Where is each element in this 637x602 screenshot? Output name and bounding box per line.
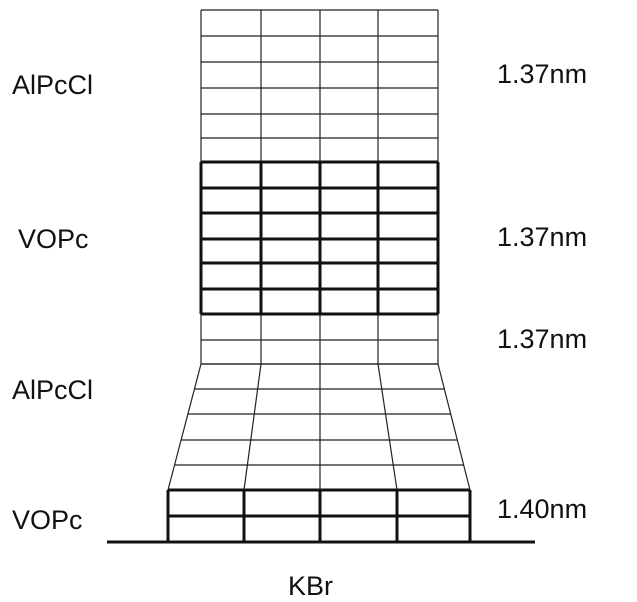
grid-line (244, 364, 261, 490)
grid-line (378, 364, 397, 490)
thickness-label: 1.37nm (497, 222, 587, 252)
substrate-label: KBr (288, 571, 333, 601)
page: {"left_labels": ["AlPcCl", "VOPc", "AlPc… (0, 0, 637, 602)
layer-label: VOPc (12, 505, 83, 535)
thickness-label: 1.40nm (497, 494, 587, 524)
layer-label: AlPcCl (12, 70, 93, 100)
layer-label: VOPc (18, 224, 89, 254)
layer-grid (168, 10, 470, 542)
thickness-label: 1.37nm (497, 324, 587, 354)
layer-diagram: AlPcCl VOPc AlPcCl VOPc 1.37nm 1.37nm 1.… (0, 0, 637, 602)
grid-line (438, 364, 470, 490)
layer-label: AlPcCl (12, 375, 93, 405)
grid-line (168, 364, 201, 490)
thickness-label: 1.37nm (497, 59, 587, 89)
